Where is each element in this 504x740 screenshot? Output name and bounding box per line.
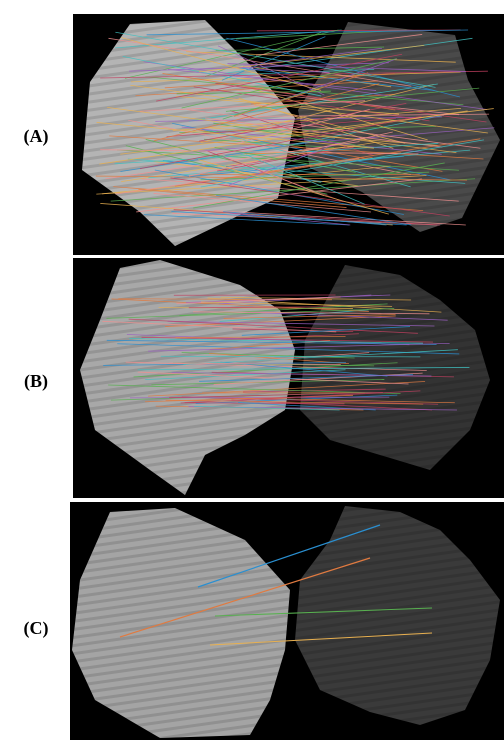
- panel-label: (C): [24, 618, 49, 639]
- panel-b: [73, 258, 504, 498]
- panel-a: [73, 14, 504, 255]
- panel-label: (A): [24, 126, 49, 147]
- page: (A) (B) (C) (() => { const data = JSON.p…: [0, 0, 504, 740]
- panel-label: (B): [24, 371, 48, 392]
- figure: (A) (B) (C): [0, 0, 504, 740]
- panel-c: [70, 502, 504, 740]
